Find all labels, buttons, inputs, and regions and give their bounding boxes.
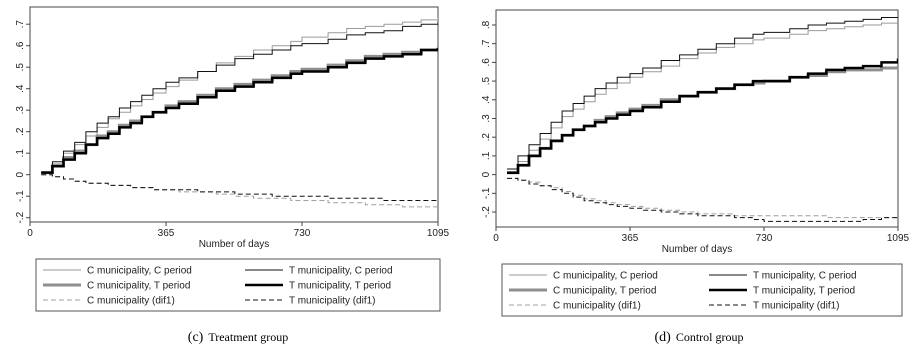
series-line-6 [41, 174, 438, 201]
chart-panel-1: -.2 -.1 0 .1 .2 .3 .4 .5 .6 .7 0 365 730 1095 Number o… [15, 6, 450, 345]
x-tick-label: 365 [622, 233, 639, 244]
series-line-3 [507, 66, 898, 175]
y-tick-label: .5 [15, 63, 26, 72]
y-tick-label: .3 [15, 106, 26, 115]
x-axis-label: Number of days [199, 239, 270, 250]
x-tick-label: 0 [493, 233, 499, 244]
legend-box [501, 263, 903, 317]
legend-label-3: C municipality, T period [553, 286, 656, 297]
x-tick-label: 730 [756, 233, 773, 244]
y-tick-label: 0 [15, 171, 26, 177]
series-line-4 [41, 47, 438, 174]
legend-label-4: T municipality, T period [753, 286, 855, 297]
legend-label-5: C municipality (dif1) [553, 301, 641, 312]
legend-label-1: C municipality, C period [553, 271, 658, 282]
y-tick-label: .2 [481, 133, 492, 142]
legend-label-5: C municipality (dif1) [87, 296, 175, 307]
legend-label-4: T municipality, T period [289, 281, 391, 292]
x-tick-label: 0 [27, 228, 33, 239]
series-line-3 [41, 47, 438, 175]
series-line-2 [507, 17, 898, 170]
y-tick-label: .4 [15, 84, 26, 93]
caption-letter: (d) [655, 330, 672, 345]
chart-panel-2: -.2 -.1 0 .1 .2 .3 .4 .5 .6 .7 .8 0 365 730 1095 Number… [481, 9, 910, 345]
y-tick-label: .7 [15, 20, 26, 29]
caption-text: Treatment group [208, 330, 288, 344]
legend-label-6: T municipality (dif1) [289, 296, 376, 307]
y-tick-label: .4 [481, 95, 492, 104]
caption-letter: (c) [188, 330, 204, 345]
figure-caption: (c) Treatment group [188, 330, 288, 345]
x-axis-label: Number of days [662, 244, 733, 255]
y-tick-label: .3 [481, 114, 492, 123]
plot-frame [29, 6, 439, 223]
series-line-5 [507, 177, 898, 219]
legend-label-3: C municipality, T period [87, 281, 190, 292]
series-line-4 [507, 58, 898, 175]
x-tick-label: 1095 [427, 228, 450, 239]
caption-text: Control group [676, 330, 744, 344]
legend-label-6: T municipality (dif1) [753, 301, 840, 312]
legend-label-2: T municipality, C period [753, 271, 857, 282]
series-line-5 [41, 174, 438, 208]
series-line-2 [41, 22, 438, 174]
figure-caption: (d) Control group [655, 330, 744, 345]
y-tick-label: -.1 [15, 190, 26, 202]
plot-frame [495, 9, 899, 228]
x-tick-label: 1095 [887, 233, 910, 244]
y-tick-label: .2 [15, 127, 26, 136]
y-tick-label: .6 [15, 41, 26, 50]
legend: C municipality, C period T municipality, … [35, 258, 441, 312]
y-tick-label: .8 [481, 20, 492, 29]
y-tick-label: -.1 [481, 187, 492, 199]
series-line-1 [41, 17, 438, 174]
y-tick-label: .1 [15, 149, 26, 158]
series-line-6 [507, 177, 898, 222]
y-tick-label: -.2 [15, 211, 26, 223]
y-tick-label: .5 [481, 76, 492, 85]
series-line-1 [507, 22, 898, 174]
y-tick-label: -.2 [481, 206, 492, 218]
y-tick-label: .7 [481, 39, 492, 48]
y-tick-label: .6 [481, 58, 492, 67]
y-tick-label: .1 [481, 151, 492, 160]
legend-box [35, 258, 441, 312]
legend-label-1: C municipality, C period [87, 266, 192, 277]
y-tick-label: 0 [481, 171, 492, 177]
legend-label-2: T municipality, C period [289, 266, 393, 277]
x-tick-label: 365 [158, 228, 175, 239]
legend: C municipality, C period T municipality, … [501, 263, 903, 317]
x-tick-label: 730 [294, 228, 311, 239]
